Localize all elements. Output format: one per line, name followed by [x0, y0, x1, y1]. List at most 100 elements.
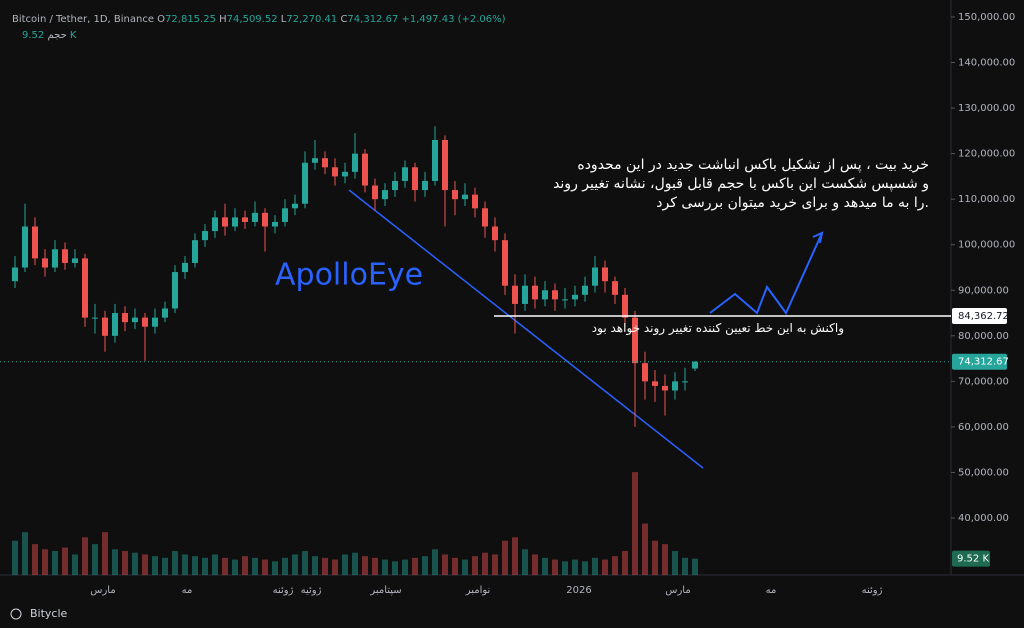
level-note: واکنش به این خط تعیین کننده تغییر روند خ… [591, 321, 844, 335]
volume-title: حجم [47, 30, 67, 41]
volume-bar [372, 557, 378, 575]
candle-body [632, 317, 638, 364]
volume-bar [492, 554, 498, 575]
annotation: خرید بیت ، پس از تشکیل باکس انباشت جدید … [553, 156, 929, 213]
candle-body [602, 267, 608, 282]
candle-body [432, 139, 438, 181]
candle-body [402, 167, 408, 181]
volume-bar [252, 557, 258, 575]
volume-bar [212, 554, 218, 575]
volume-bar [302, 551, 308, 575]
candle-body [212, 217, 218, 232]
candle-body [492, 226, 498, 241]
candle-body [182, 262, 188, 273]
volume-bar [392, 561, 398, 575]
y-tick-label: 120,000.00 [958, 149, 1015, 160]
candle-body [242, 217, 248, 222]
volume-bar [522, 549, 528, 575]
candle-body [332, 167, 338, 177]
volume-bar [132, 552, 138, 575]
ohlc-value: 72,815.25 [165, 14, 216, 25]
volume-bar [642, 523, 648, 575]
level-tag [952, 307, 1007, 324]
x-tick-label: ژوئنه [862, 585, 883, 596]
candle-body [42, 258, 48, 268]
x-tick-label: سپتامبر [369, 585, 401, 596]
ohlc-value: 72,270.41 [286, 14, 338, 25]
legend-line: Bitcoin / Tether, 1D, Binance O72,815.25… [12, 14, 506, 25]
candle-body [572, 294, 578, 300]
volume-bar [582, 561, 588, 575]
candle-body [272, 221, 278, 227]
volume-bar [532, 554, 538, 575]
candle-body [532, 285, 538, 300]
x-tick-label: 2026 [566, 585, 591, 596]
x-tick-label: مه [182, 585, 193, 596]
volume-bar [242, 556, 248, 575]
volume-bar [122, 551, 128, 575]
price-tag [952, 353, 1007, 370]
candle-body [322, 158, 328, 168]
candle-body [542, 290, 548, 300]
y-tick-label: 100,000.00 [958, 240, 1015, 251]
candle-body [682, 381, 688, 383]
volume-bar [362, 556, 368, 575]
y-tick-label: 130,000.00 [958, 103, 1015, 114]
volume-legend: حجم 9.52 K [14, 30, 77, 41]
volume-bar [202, 557, 208, 575]
candle-body [552, 290, 558, 300]
candle-body [142, 317, 148, 327]
y-tick-label: 70,000.00 [958, 376, 1009, 387]
volume-bar [332, 559, 338, 575]
candle-body [472, 194, 478, 209]
candle-body [122, 313, 128, 323]
projection-arrow [812, 231, 824, 244]
volume-bar [472, 556, 478, 575]
volume-bar [682, 557, 688, 575]
volume-bar [32, 544, 38, 575]
candle-body [22, 226, 28, 268]
candle-body [232, 217, 238, 227]
candle-body [342, 171, 348, 177]
volume-tag [952, 550, 990, 567]
candle-body [352, 153, 358, 172]
candle-body [642, 363, 648, 382]
candle-body [52, 249, 58, 268]
y-tick-label: 150,000.00 [958, 12, 1015, 23]
volume-bar [352, 552, 358, 575]
candle-body [252, 212, 258, 222]
candle-body [132, 317, 138, 323]
annotation-line: خرید بیت ، پس از تشکیل باکس انباشت جدید … [577, 157, 929, 173]
volume-bar [622, 551, 628, 575]
volume-bar [102, 532, 108, 575]
volume-bar [92, 544, 98, 575]
candle-body [72, 258, 78, 263]
volume-bar [312, 556, 318, 575]
volume-bar [382, 559, 388, 575]
candle-body [362, 153, 368, 186]
y-tick-label: 60,000.00 [958, 422, 1009, 433]
volume-bar [192, 556, 198, 575]
volume-bar [442, 554, 448, 575]
ohlc-key: O [157, 14, 166, 25]
volume-bar [412, 557, 418, 575]
volume-bar [292, 554, 298, 575]
x-tick-label: نوامبر [465, 585, 491, 596]
price-tag-label: 74,312.67 [958, 357, 1009, 368]
ohlc: O72,815.25 H74,509.52 L72,270.41 C74,312… [154, 14, 398, 25]
x-tick-label: ژوئیه [301, 585, 322, 596]
candle-body [172, 272, 178, 309]
ohlc-key: L [280, 14, 287, 25]
y-tick-label: 110,000.00 [958, 194, 1015, 205]
candle-body [162, 308, 168, 318]
footer-logo [10, 608, 22, 620]
volume-bar [62, 547, 68, 575]
volume-bar [632, 472, 638, 575]
candle-body [102, 317, 108, 336]
volume-bar [672, 551, 678, 575]
volume-value: 9.52 K [22, 30, 77, 41]
volume-bar [272, 561, 278, 575]
y-tick-label: 80,000.00 [958, 331, 1009, 342]
candle-body [382, 190, 388, 200]
